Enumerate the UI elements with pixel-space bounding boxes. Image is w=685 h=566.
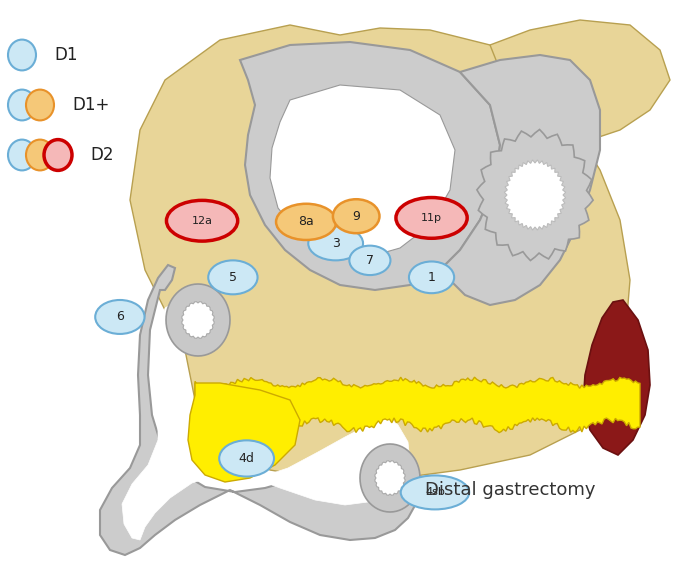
Text: D2: D2	[90, 146, 114, 164]
Polygon shape	[195, 377, 640, 432]
Polygon shape	[360, 444, 420, 512]
Polygon shape	[490, 20, 670, 145]
Polygon shape	[122, 305, 410, 540]
Text: 8a: 8a	[299, 216, 314, 228]
Text: 7: 7	[366, 254, 374, 267]
Ellipse shape	[219, 440, 274, 477]
Ellipse shape	[44, 140, 72, 170]
Ellipse shape	[308, 226, 363, 260]
Ellipse shape	[401, 475, 469, 509]
Ellipse shape	[95, 300, 145, 334]
Polygon shape	[375, 461, 405, 495]
Text: 4d: 4d	[238, 452, 255, 465]
Text: 9: 9	[352, 210, 360, 222]
Ellipse shape	[276, 204, 336, 240]
Polygon shape	[504, 160, 566, 230]
Polygon shape	[240, 42, 500, 290]
Ellipse shape	[8, 140, 36, 170]
Ellipse shape	[8, 89, 36, 121]
Ellipse shape	[26, 89, 54, 121]
Ellipse shape	[8, 40, 36, 70]
Ellipse shape	[396, 198, 467, 238]
Ellipse shape	[349, 246, 390, 275]
Polygon shape	[182, 302, 214, 338]
Ellipse shape	[26, 140, 54, 170]
Text: D1+: D1+	[72, 96, 110, 114]
Polygon shape	[100, 265, 420, 555]
Polygon shape	[130, 25, 630, 480]
Text: Distal gastrectomy: Distal gastrectomy	[425, 481, 595, 499]
Polygon shape	[166, 284, 230, 356]
Ellipse shape	[166, 200, 238, 241]
Text: 3: 3	[332, 237, 340, 250]
Text: D1: D1	[54, 46, 77, 64]
Text: 12a: 12a	[192, 216, 212, 226]
Polygon shape	[188, 383, 300, 482]
Ellipse shape	[333, 199, 379, 233]
Polygon shape	[583, 300, 650, 455]
Text: 5: 5	[229, 271, 237, 284]
Text: 4sb: 4sb	[425, 487, 445, 498]
Text: 1: 1	[427, 271, 436, 284]
Polygon shape	[440, 55, 600, 305]
Text: 6: 6	[116, 311, 124, 323]
Ellipse shape	[409, 261, 454, 293]
Polygon shape	[270, 85, 455, 258]
Ellipse shape	[208, 260, 258, 294]
Polygon shape	[477, 130, 593, 260]
Text: 11p: 11p	[421, 213, 442, 223]
